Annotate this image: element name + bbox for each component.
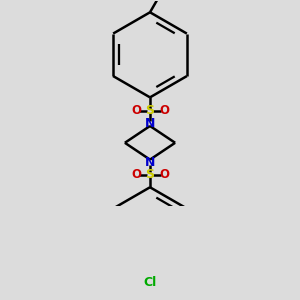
Text: O: O	[159, 168, 169, 181]
Text: N: N	[145, 117, 155, 130]
Text: Cl: Cl	[143, 277, 157, 290]
Text: N: N	[145, 156, 155, 169]
Text: S: S	[146, 104, 154, 117]
Text: O: O	[131, 104, 141, 117]
Text: S: S	[146, 168, 154, 181]
Text: O: O	[131, 168, 141, 181]
Text: O: O	[159, 104, 169, 117]
